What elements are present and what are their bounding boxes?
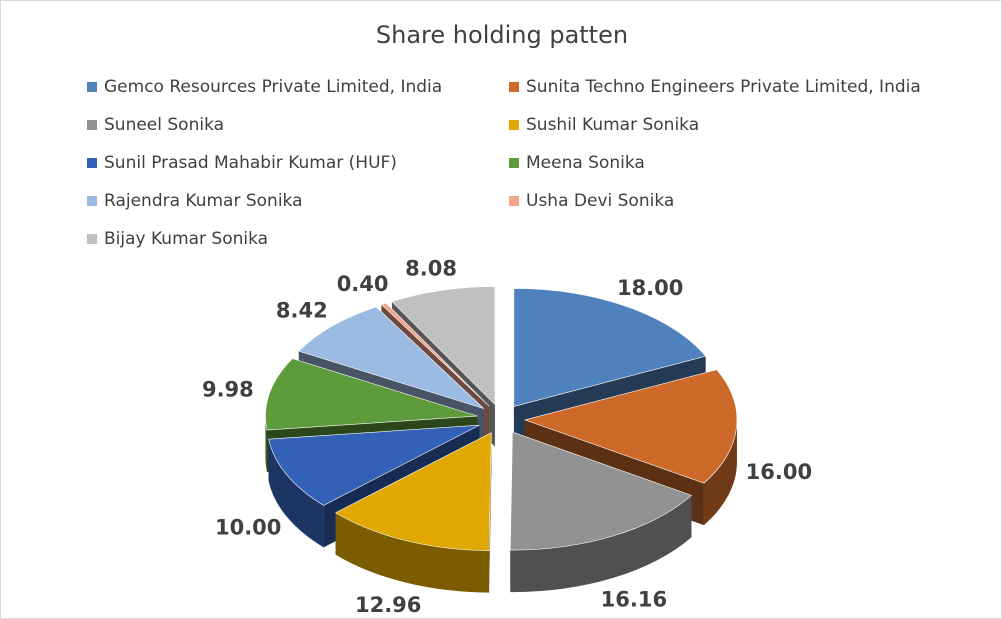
legend-swatch — [509, 81, 519, 92]
legend-label: Gemco Resources Private Limited, India — [104, 76, 443, 97]
legend-label: Sunil Prasad Mahabir Kumar (HUF) — [104, 152, 397, 173]
pie-slice — [510, 431, 693, 593]
legend-label: Sunita Techno Engineers Private Limited,… — [526, 76, 921, 97]
legend: Gemco Resources Private Limited, India Su… — [87, 75, 967, 250]
legend-item: Gemco Resources Private Limited, India — [87, 75, 509, 98]
data-label: 16.16 — [601, 588, 667, 612]
legend-swatch — [87, 81, 97, 92]
legend-swatch — [87, 233, 97, 244]
legend-item: Rajendra Kumar Sonika — [87, 189, 509, 212]
data-label: 0.40 — [337, 272, 389, 296]
legend-item: Bijay Kumar Sonika — [87, 227, 509, 250]
data-label: 16.00 — [746, 460, 812, 484]
legend-label: Usha Devi Sonika — [526, 190, 675, 211]
data-label: 9.98 — [202, 378, 254, 402]
legend-swatch — [509, 157, 519, 168]
legend-label: Sushil Kumar Sonika — [526, 114, 700, 135]
legend-label: Bijay Kumar Sonika — [104, 228, 269, 249]
pie-slice-top — [380, 302, 490, 407]
pie-slice-side — [703, 419, 737, 526]
pie-slice-top — [265, 358, 478, 431]
pie-slice-top — [510, 431, 693, 551]
pie-slice-top — [298, 306, 485, 409]
legend-swatch — [87, 119, 97, 130]
pie-slice-top — [513, 288, 707, 407]
pie-slice-top — [268, 424, 480, 506]
legend-item: Sunita Techno Engineers Private Limited,… — [509, 75, 949, 98]
legend-swatch — [509, 195, 519, 206]
pie-slice-side — [268, 439, 324, 548]
data-label: 18.00 — [617, 276, 683, 300]
data-label: 12.96 — [355, 593, 421, 617]
data-label: 8.08 — [405, 257, 457, 281]
pie-slice-top — [523, 369, 738, 484]
pie-slice-top — [335, 432, 492, 551]
legend-label: Suneel Sonika — [104, 114, 225, 135]
legend-item: Meena Sonika — [509, 151, 949, 174]
pie-slice — [335, 432, 492, 593]
pie-slice-side — [335, 512, 490, 593]
legend-swatch — [87, 157, 97, 168]
legend-label: Meena Sonika — [526, 152, 645, 173]
pie-slice-side — [510, 495, 692, 593]
legend-swatch — [87, 195, 97, 206]
pie-slice-side — [265, 416, 267, 473]
legend-item: Suneel Sonika — [87, 113, 509, 136]
data-label: 10.00 — [215, 516, 281, 540]
legend-swatch — [509, 119, 519, 130]
legend-item: Usha Devi Sonika — [509, 189, 949, 212]
legend-label: Rajendra Kumar Sonika — [104, 190, 303, 211]
pie-slice-top — [391, 286, 496, 406]
legend-item: Sushil Kumar Sonika — [509, 113, 949, 136]
legend-item: Sunil Prasad Mahabir Kumar (HUF) — [87, 151, 509, 174]
data-label: 8.42 — [276, 299, 328, 323]
chart-title: Share holding patten — [375, 21, 629, 49]
